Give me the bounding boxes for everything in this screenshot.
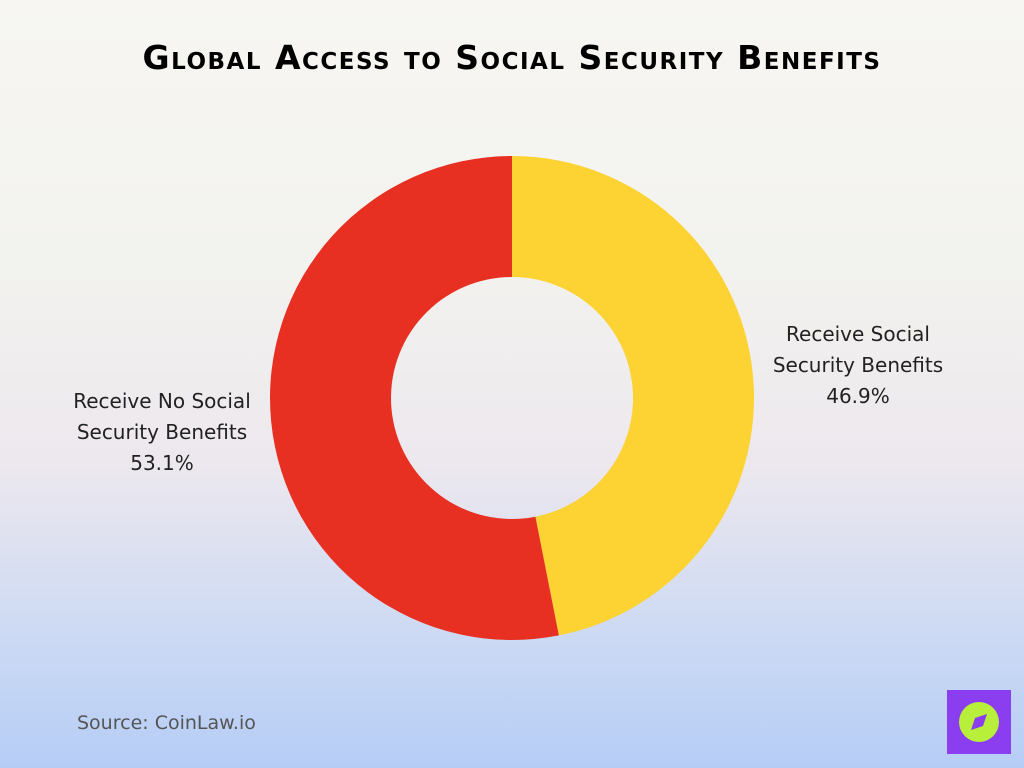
donut-slice bbox=[269, 155, 559, 641]
chart-title: Global Access to Social Security Benefit… bbox=[142, 38, 882, 77]
slice-label: Receive Social Security Benefits 46.9% bbox=[748, 319, 968, 412]
category-label: Receive No Social Security Benefits bbox=[73, 389, 251, 444]
slice-label: Receive No Social Security Benefits 53.1… bbox=[52, 386, 272, 479]
value-label: 53.1% bbox=[130, 451, 194, 475]
logo-icon bbox=[959, 702, 999, 742]
donut-slice bbox=[512, 156, 754, 636]
value-label: 46.9% bbox=[826, 384, 890, 408]
logo bbox=[947, 690, 1011, 754]
source: Source: CoinLaw.io bbox=[77, 712, 256, 734]
category-label: Receive Social Security Benefits bbox=[772, 322, 944, 377]
